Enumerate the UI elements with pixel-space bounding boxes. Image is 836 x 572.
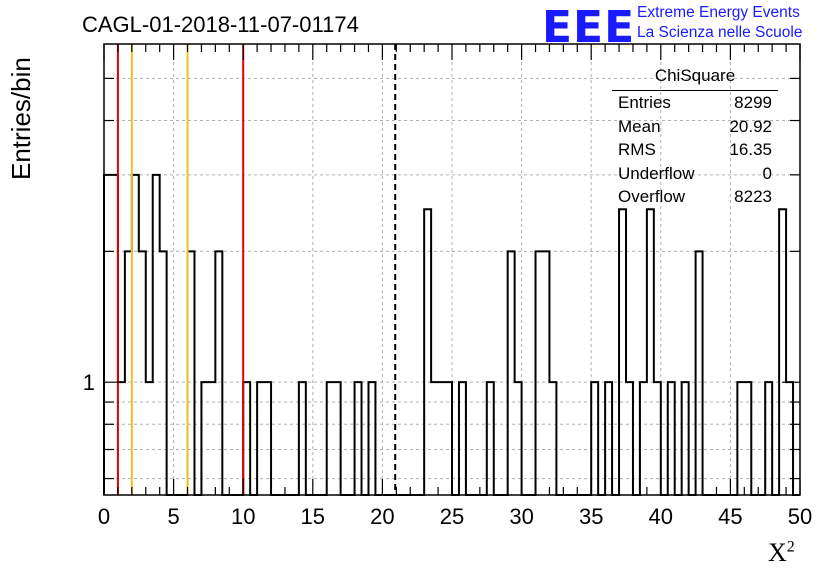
- histogram-bin: [299, 382, 306, 495]
- histogram-bin: [640, 382, 647, 495]
- logo-line-1: Extreme Energy Events: [637, 4, 800, 21]
- stats-label: Mean: [618, 116, 661, 136]
- axes-layer: 0 5 10 15 20 25 30 35 40 45 50 1: [83, 43, 812, 529]
- histogram-bin: [132, 175, 139, 495]
- histogram-bin: [438, 382, 445, 495]
- x-tick-label: 45: [718, 504, 742, 529]
- x-axis-label-base: X: [768, 538, 787, 567]
- histogram-bin: [243, 382, 250, 495]
- histogram-bin: [125, 251, 132, 495]
- eee-logo: EEE: [542, 2, 636, 53]
- histogram-bin: [334, 382, 341, 495]
- stats-label: RMS: [618, 140, 656, 159]
- x-tick-label: 25: [440, 504, 464, 529]
- histogram-bin: [160, 251, 167, 495]
- histogram-bin: [424, 209, 431, 495]
- histogram-bin: [153, 175, 160, 495]
- x-tick-label: 10: [231, 504, 255, 529]
- histogram-bin: [536, 251, 543, 495]
- histogram-bin: [487, 382, 494, 495]
- stats-row-rms: RMS 16.35: [612, 138, 778, 162]
- histogram-bin: [431, 382, 438, 495]
- histogram-bin: [696, 251, 703, 495]
- y-tick-label: 1: [83, 370, 95, 395]
- y-axis-label: Entries/bin: [6, 57, 36, 180]
- stats-value: 8223: [734, 187, 772, 206]
- x-tick-label: 40: [649, 504, 673, 529]
- chart-title: CAGL-01-2018-11-07-01174: [82, 12, 359, 37]
- histogram-bin: [264, 382, 271, 495]
- x-tick-label: 30: [509, 504, 533, 529]
- histogram-bin: [355, 382, 362, 495]
- histogram-bin: [779, 209, 786, 495]
- histogram-bin: [257, 382, 264, 495]
- histogram-bin: [549, 382, 556, 495]
- x-tick-label: 5: [167, 504, 179, 529]
- stats-value: 20.92: [729, 116, 772, 136]
- histogram-bin: [327, 382, 334, 495]
- stats-row-mean: Mean 20.92: [612, 115, 778, 139]
- histogram-bin: [459, 382, 466, 495]
- x-axis-label-sup: 2: [786, 538, 795, 556]
- x-tick-label: 0: [98, 504, 110, 529]
- histogram-bin: [215, 251, 222, 495]
- histogram-bin: [188, 251, 195, 495]
- histogram-bin: [104, 175, 111, 495]
- histogram-bin: [368, 382, 375, 495]
- logo-line-2: La Scienza nelle Scuole: [637, 24, 803, 41]
- stats-value: 16.35: [729, 140, 772, 159]
- stats-title: ChiSquare: [612, 66, 778, 91]
- x-axis-label: X2: [768, 538, 795, 568]
- histogram-bin: [619, 209, 626, 495]
- histogram-bin: [654, 382, 661, 495]
- histogram-bin: [118, 382, 125, 495]
- histogram-bin: [682, 382, 689, 495]
- stats-label: Underflow: [618, 163, 695, 183]
- stats-value: 8299: [734, 93, 772, 112]
- reference-lines-layer: [116, 44, 397, 495]
- histogram-bin: [626, 382, 633, 495]
- x-tick-label: 50: [788, 504, 812, 529]
- x-tick-label: 20: [370, 504, 394, 529]
- histogram-bin: [508, 251, 515, 495]
- histogram-outline: [103, 173, 800, 496]
- stats-box: ChiSquare Entries 8299 Mean 20.92 RMS 16…: [612, 66, 778, 209]
- histogram-bin: [765, 382, 772, 495]
- x-tick-label: 15: [301, 504, 325, 529]
- stats-label: Overflow: [618, 187, 686, 206]
- histogram-bin: [744, 382, 751, 495]
- histogram-bin: [605, 382, 612, 495]
- histogram-bin: [111, 175, 118, 495]
- stats-row-entries: Entries 8299: [612, 91, 778, 115]
- stats-value: 0: [762, 163, 772, 183]
- stats-row-overflow: Overflow 8223: [612, 185, 778, 209]
- histogram-bin: [668, 382, 675, 495]
- histogram-bin: [208, 382, 215, 495]
- histogram-bin: [737, 382, 744, 495]
- stats-label: Entries: [618, 93, 671, 112]
- histogram-bin: [542, 251, 549, 495]
- histogram-bin: [445, 382, 452, 495]
- histogram-bin: [647, 209, 654, 495]
- histogram-bin: [201, 382, 208, 495]
- stats-row-underflow: Underflow 0: [612, 162, 778, 186]
- histogram-bin: [515, 382, 522, 495]
- histogram-bin: [146, 382, 153, 495]
- histogram-layer: [103, 173, 800, 496]
- histogram-bin: [139, 251, 146, 495]
- histogram-bin: [591, 382, 598, 495]
- x-tick-label: 35: [579, 504, 603, 529]
